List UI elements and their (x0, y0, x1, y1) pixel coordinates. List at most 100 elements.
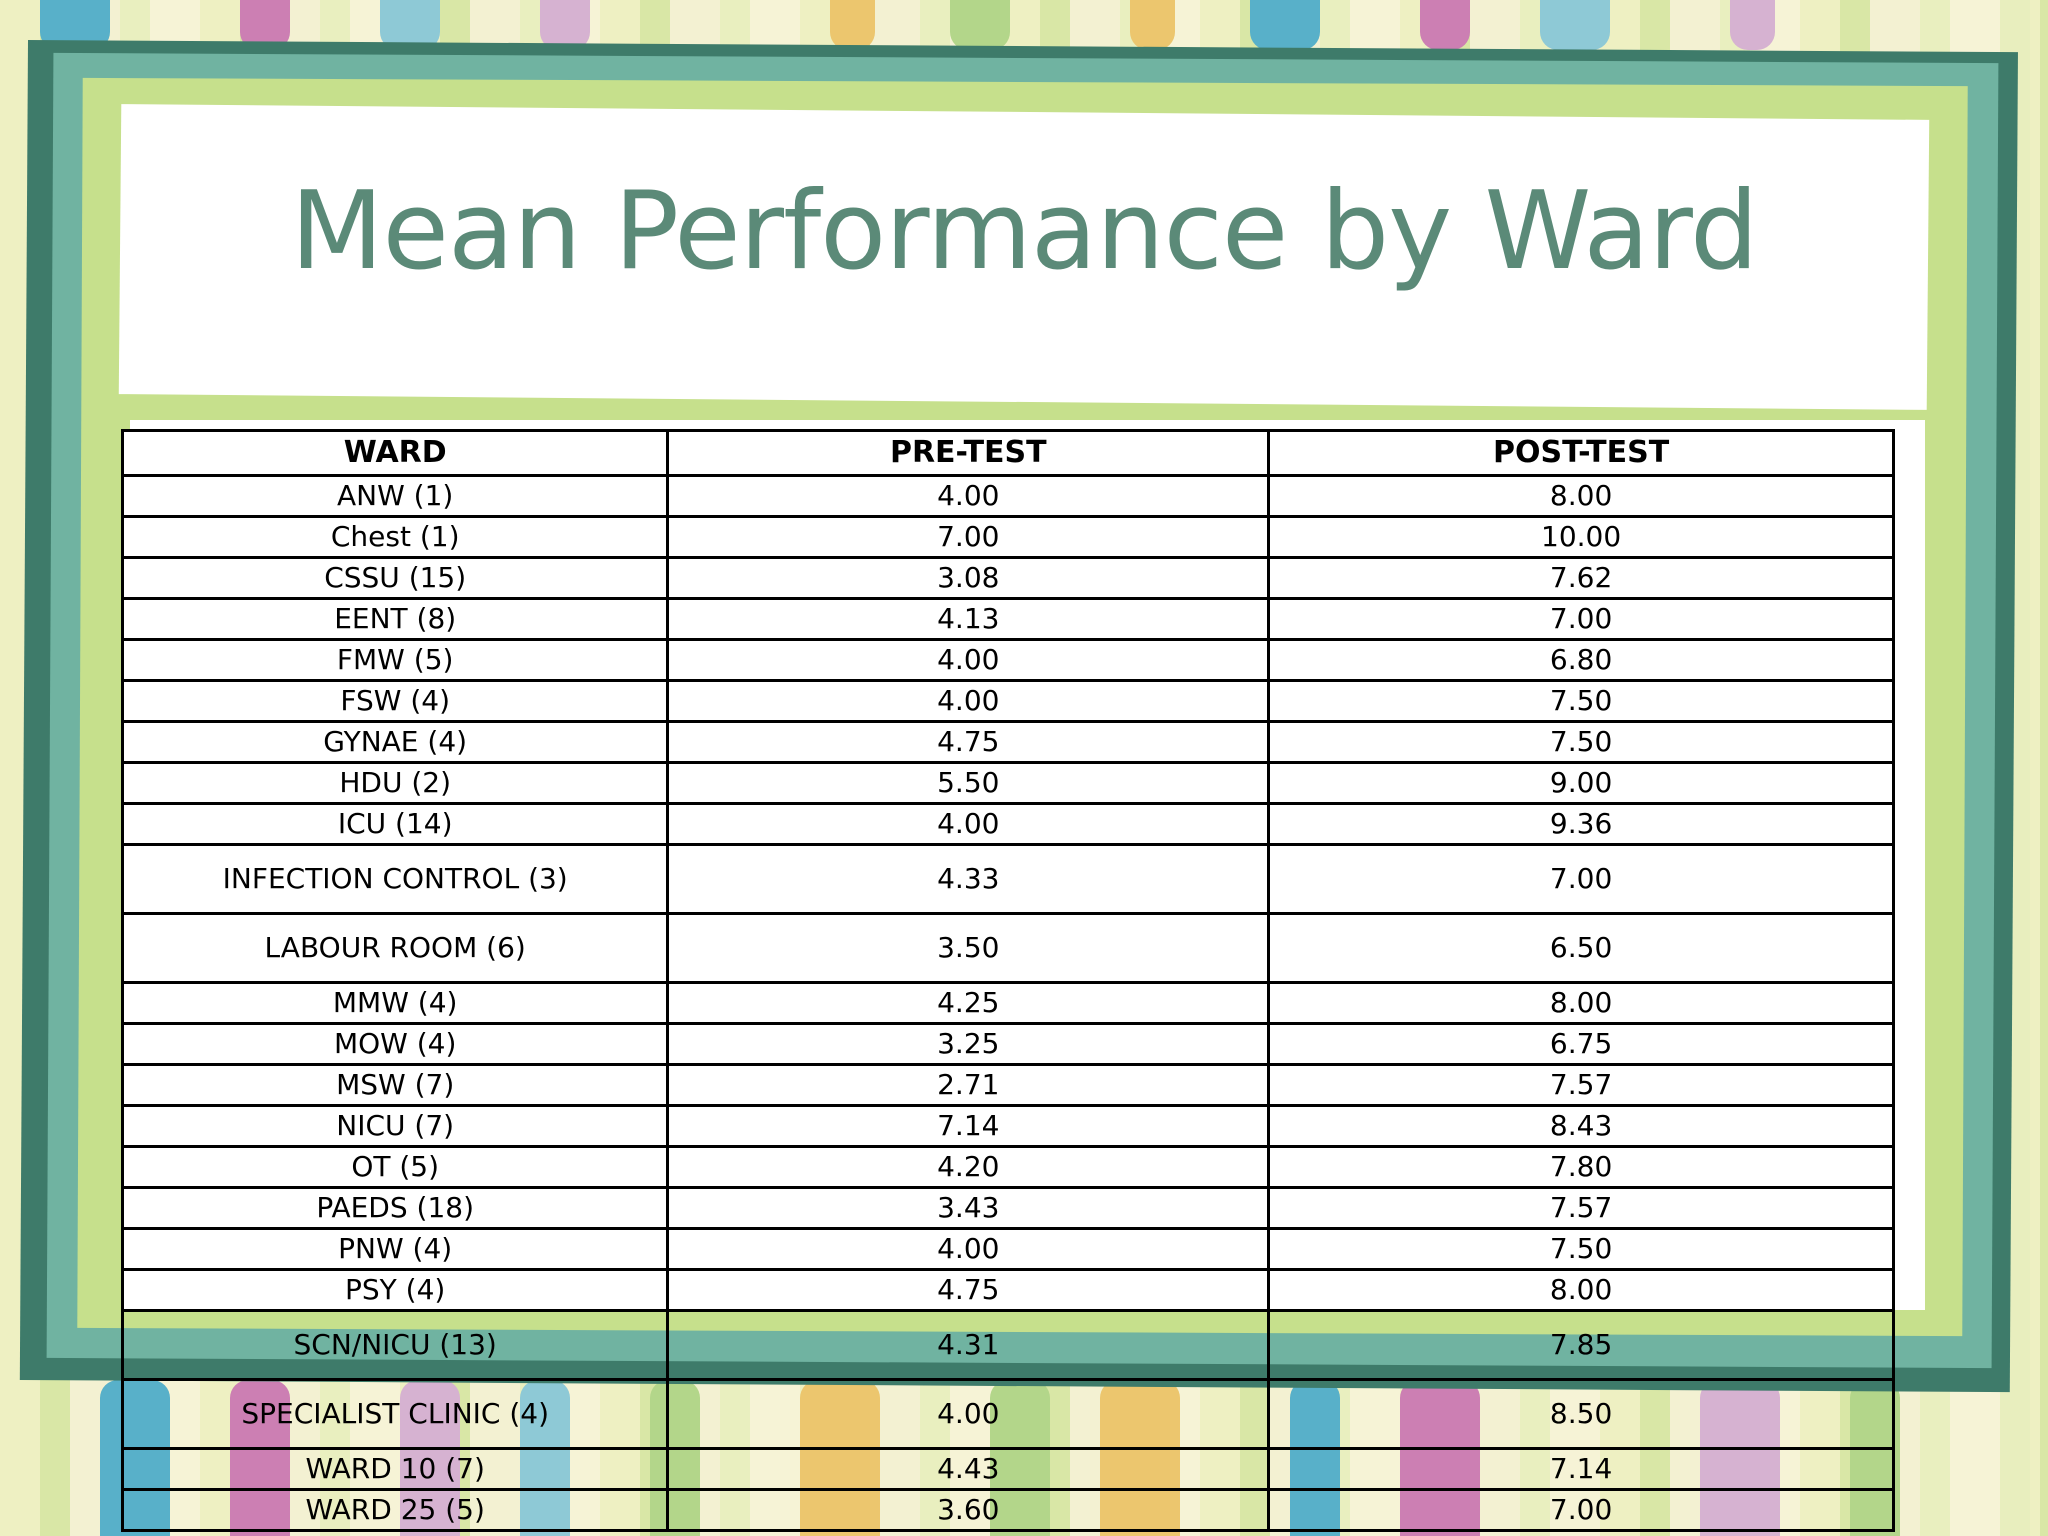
ward-cell: PAEDS (18) (120, 1186, 670, 1230)
post-test-cell: 8.00 (1267, 474, 1895, 518)
deco-peg (1730, 0, 1775, 50)
post-test-cell: 7.00 (1267, 597, 1895, 641)
ward-cell: WARD 10 (7) (120, 1447, 670, 1491)
post-test-cell: 9.00 (1267, 761, 1895, 805)
post-test-cell: 7.00 (1267, 1488, 1895, 1532)
table-row: SCN/NICU (13) 4.31 7.85 (120, 1309, 1895, 1381)
post-test-cell: 7.00 (1267, 843, 1895, 915)
pre-test-cell: 4.43 (666, 1447, 1271, 1491)
deco-peg (1250, 0, 1320, 50)
table-row: NICU (7) 7.14 8.43 (120, 1104, 1895, 1148)
ward-cell: LABOUR ROOM (6) (120, 912, 670, 984)
pre-test-cell: 4.00 (666, 679, 1271, 723)
ward-cell: Chest (1) (120, 515, 670, 559)
pre-test-cell: 4.00 (666, 1227, 1271, 1271)
ward-cell: INFECTION CONTROL (3) (120, 843, 670, 915)
post-test-cell: 8.50 (1267, 1378, 1895, 1450)
table-row: FMW (5) 4.00 6.80 (120, 638, 1895, 682)
pre-test-cell: 4.31 (666, 1309, 1271, 1381)
post-test-cell: 10.00 (1267, 515, 1895, 559)
table-row: ICU (14) 4.00 9.36 (120, 802, 1895, 846)
ward-cell: PNW (4) (120, 1227, 670, 1271)
post-test-cell: 7.50 (1267, 1227, 1895, 1271)
ward-cell: ANW (1) (120, 474, 670, 518)
ward-cell: EENT (8) (120, 597, 670, 641)
table-row: FSW (4) 4.00 7.50 (120, 679, 1895, 723)
table-row: PSY (4) 4.75 8.00 (120, 1268, 1895, 1312)
table-row: PAEDS (18) 3.43 7.57 (120, 1186, 1895, 1230)
pre-test-cell: 4.00 (666, 474, 1271, 518)
table-row: WARD 10 (7) 4.43 7.14 (120, 1447, 1895, 1491)
post-test-cell: 7.57 (1267, 1063, 1895, 1107)
ward-cell: WARD 25 (5) (120, 1488, 670, 1532)
pre-test-cell: 3.50 (666, 912, 1271, 984)
ward-cell: MOW (4) (120, 1022, 670, 1066)
table-row: GYNAE (4) 4.75 7.50 (120, 720, 1895, 764)
column-header-post-test: POST-TEST (1267, 429, 1895, 477)
pre-test-cell: 4.00 (666, 638, 1271, 682)
table-row: MOW (4) 3.25 6.75 (120, 1022, 1895, 1066)
deco-peg (1420, 0, 1470, 50)
table-row: Chest (1) 7.00 10.00 (120, 515, 1895, 559)
table-row: WARD 25 (5) 3.60 7.00 (120, 1488, 1895, 1532)
pre-test-cell: 4.00 (666, 802, 1271, 846)
column-header-ward: WARD (120, 429, 670, 477)
post-test-cell: 6.80 (1267, 638, 1895, 682)
table-row: OT (5) 4.20 7.80 (120, 1145, 1895, 1189)
table-row: SPECIALIST CLINIC (4) 4.00 8.50 (120, 1378, 1895, 1450)
table-row: INFECTION CONTROL (3) 4.33 7.00 (120, 843, 1895, 915)
pre-test-cell: 4.20 (666, 1145, 1271, 1189)
post-test-cell: 6.75 (1267, 1022, 1895, 1066)
slide-title: Mean Performance by Ward (290, 169, 1758, 294)
deco-peg (1540, 0, 1610, 50)
deco-peg (830, 0, 875, 50)
table-row: HDU (2) 5.50 9.00 (120, 761, 1895, 805)
ward-cell: MMW (4) (120, 981, 670, 1025)
table-row: PNW (4) 4.00 7.50 (120, 1227, 1895, 1271)
ward-cell: SPECIALIST CLINIC (4) (120, 1378, 670, 1450)
pre-test-cell: 4.75 (666, 720, 1271, 764)
pre-test-cell: 3.43 (666, 1186, 1271, 1230)
post-test-cell: 8.00 (1267, 981, 1895, 1025)
pre-test-cell: 4.25 (666, 981, 1271, 1025)
pre-test-cell: 7.14 (666, 1104, 1271, 1148)
ward-cell: FSW (4) (120, 679, 670, 723)
ward-cell: OT (5) (120, 1145, 670, 1189)
pre-test-cell: 3.60 (666, 1488, 1271, 1532)
ward-performance-table: WARD PRE-TEST POST-TEST ANW (1) 4.00 8.00 C… (120, 429, 1895, 1532)
pre-test-cell: 4.00 (666, 1378, 1271, 1450)
ward-cell: SCN/NICU (13) (120, 1309, 670, 1381)
post-test-cell: 7.14 (1267, 1447, 1895, 1491)
post-test-cell: 9.36 (1267, 802, 1895, 846)
post-test-cell: 7.57 (1267, 1186, 1895, 1230)
table-row: MSW (7) 2.71 7.57 (120, 1063, 1895, 1107)
deco-peg (1130, 0, 1175, 50)
post-test-cell: 8.00 (1267, 1268, 1895, 1312)
pre-test-cell: 2.71 (666, 1063, 1271, 1107)
pre-test-cell: 3.08 (666, 556, 1271, 600)
pre-test-cell: 3.25 (666, 1022, 1271, 1066)
column-header-pre-test: PRE-TEST (666, 429, 1271, 477)
table-row: LABOUR ROOM (6) 3.50 6.50 (120, 912, 1895, 984)
post-test-cell: 7.85 (1267, 1309, 1895, 1381)
post-test-cell: 7.80 (1267, 1145, 1895, 1189)
table-row: EENT (8) 4.13 7.00 (120, 597, 1895, 641)
deco-peg (540, 0, 590, 50)
pre-test-cell: 7.00 (666, 515, 1271, 559)
pre-test-cell: 4.75 (666, 1268, 1271, 1312)
ward-cell: ICU (14) (120, 802, 670, 846)
post-test-cell: 7.50 (1267, 720, 1895, 764)
ward-cell: PSY (4) (120, 1268, 670, 1312)
pre-test-cell: 4.13 (666, 597, 1271, 641)
table-header-row: WARD PRE-TEST POST-TEST (120, 429, 1895, 477)
ward-cell: MSW (7) (120, 1063, 670, 1107)
post-test-cell: 7.62 (1267, 556, 1895, 600)
post-test-cell: 6.50 (1267, 912, 1895, 984)
deco-peg (950, 0, 1010, 50)
ward-cell: HDU (2) (120, 761, 670, 805)
ward-cell: GYNAE (4) (120, 720, 670, 764)
ward-cell: CSSU (15) (120, 556, 670, 600)
ward-cell: NICU (7) (120, 1104, 670, 1148)
pre-test-cell: 4.33 (666, 843, 1271, 915)
post-test-cell: 8.43 (1267, 1104, 1895, 1148)
